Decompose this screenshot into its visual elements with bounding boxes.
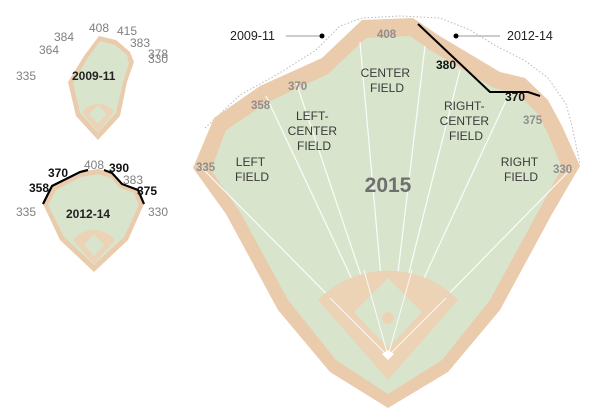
dist-center: 408 <box>84 158 104 172</box>
highlight-wall-left <box>42 168 89 205</box>
dist-right-b: 330 <box>148 52 168 66</box>
diagram-2012-14: 335 358 370 408 390 383 375 330 2012-14 <box>16 158 168 272</box>
diagram-2015: 2009-11 2012-14 335 358 370 408 380 370 … <box>193 15 581 408</box>
dist-right-center: 380 <box>436 58 456 72</box>
dist-left: 335 <box>16 69 36 83</box>
dist-left-a: 358 <box>251 100 271 112</box>
infield-center-line <box>387 269 413 357</box>
home-plate <box>382 350 394 360</box>
callout-label: 2012-14 <box>507 29 553 43</box>
callout-2012-14: 2012-14 <box>453 29 553 43</box>
dist-right-a: 378 <box>148 47 168 61</box>
infield-left-line <box>329 297 389 357</box>
infield-grass <box>89 105 107 124</box>
dist-right-center: 383 <box>130 36 150 50</box>
old-wall-outline-2009 <box>204 15 581 165</box>
dist-left-center-deep: 384 <box>54 30 74 44</box>
diagram-title: 2009-11 <box>72 69 116 83</box>
dist-right: 330 <box>553 164 572 176</box>
dist-left-center: 370 <box>288 81 307 93</box>
pitchers-mound <box>382 312 394 324</box>
diagram-title: 2015 <box>365 174 412 197</box>
diagram-2009-11: 335 364 384 408 415 383 378 330 2009-11 <box>16 21 168 140</box>
outfield-grass <box>211 36 562 394</box>
dist-left-center: 370 <box>48 166 68 180</box>
dist-right-a: 375 <box>137 184 157 198</box>
dist-right-center-deep: 415 <box>117 24 137 38</box>
diagram-title: 2012-14 <box>66 207 110 221</box>
highlight-wall-2012 <box>417 23 541 97</box>
dist-center: 408 <box>89 21 109 35</box>
dist-left: 335 <box>16 205 36 219</box>
callout-label: 2009-11 <box>230 29 275 43</box>
dist-left-a: 358 <box>29 181 49 195</box>
dist-right-a: 370 <box>505 90 525 104</box>
label-left-field: LEFT FIELD <box>235 155 269 184</box>
highlight-wall-right <box>103 168 146 205</box>
dist-right-b: 375 <box>523 115 543 127</box>
infield-lines <box>329 269 447 357</box>
callout-2009-11: 2009-11 <box>230 29 325 43</box>
label-right-center-field: RIGHT- CENTER FIELD <box>440 99 493 143</box>
callout-dot <box>453 33 459 39</box>
dist-right-center-2: 383 <box>123 173 143 187</box>
dist-right: 330 <box>148 205 168 219</box>
dist-left-center: 364 <box>39 43 59 57</box>
callout-dot <box>319 33 325 39</box>
infield-center-line <box>363 269 389 357</box>
dist-left: 335 <box>196 162 216 174</box>
label-center-field: CENTER FIELD <box>361 66 414 95</box>
infield-grass <box>84 234 104 256</box>
outfield-grass <box>48 174 139 265</box>
dist-right-center: 390 <box>109 161 129 175</box>
dist-center: 408 <box>377 29 397 41</box>
label-left-center-field: LEFT- CENTER FIELD <box>288 109 341 153</box>
infield-right-line <box>387 297 447 357</box>
label-right-field: RIGHT FIELD <box>501 155 541 184</box>
